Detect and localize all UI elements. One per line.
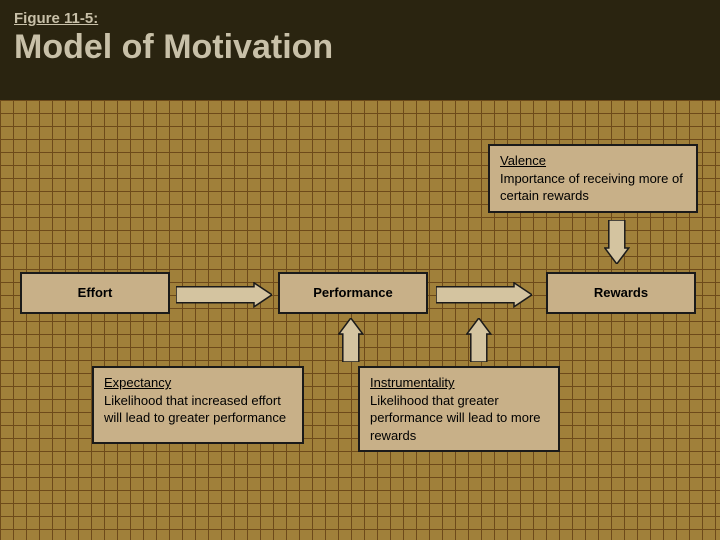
rewards-box: Rewards <box>546 272 696 314</box>
rewards-label: Rewards <box>594 285 648 300</box>
performance-box: Performance <box>278 272 428 314</box>
expectancy-term: Expectancy <box>104 375 171 390</box>
instrumentality-desc: Likelihood that greater performance will… <box>370 393 541 443</box>
figure-label: Figure 11-5: <box>14 10 706 27</box>
page-title: Model of Motivation <box>14 29 706 66</box>
valence-desc: Importance of receiving more of certain … <box>500 171 683 204</box>
effort-label: Effort <box>78 285 113 300</box>
performance-label: Performance <box>313 285 392 300</box>
arrow-performance-to-rewards <box>436 282 532 308</box>
arrow-valence-down <box>604 220 630 264</box>
valence-term: Valence <box>500 153 546 168</box>
arrow-effort-to-performance <box>176 282 272 308</box>
instrumentality-box: Instrumentality Likelihood that greater … <box>358 366 560 452</box>
arrow-expectancy-up <box>338 318 364 362</box>
arrow-instrumentality-up <box>466 318 492 362</box>
effort-box: Effort <box>20 272 170 314</box>
valence-box: Valence Importance of receiving more of … <box>488 144 698 213</box>
instrumentality-term: Instrumentality <box>370 375 455 390</box>
diagram-grid: Valence Importance of receiving more of … <box>0 100 720 540</box>
expectancy-desc: Likelihood that increased effort will le… <box>104 393 286 426</box>
expectancy-box: Expectancy Likelihood that increased eff… <box>92 366 304 444</box>
